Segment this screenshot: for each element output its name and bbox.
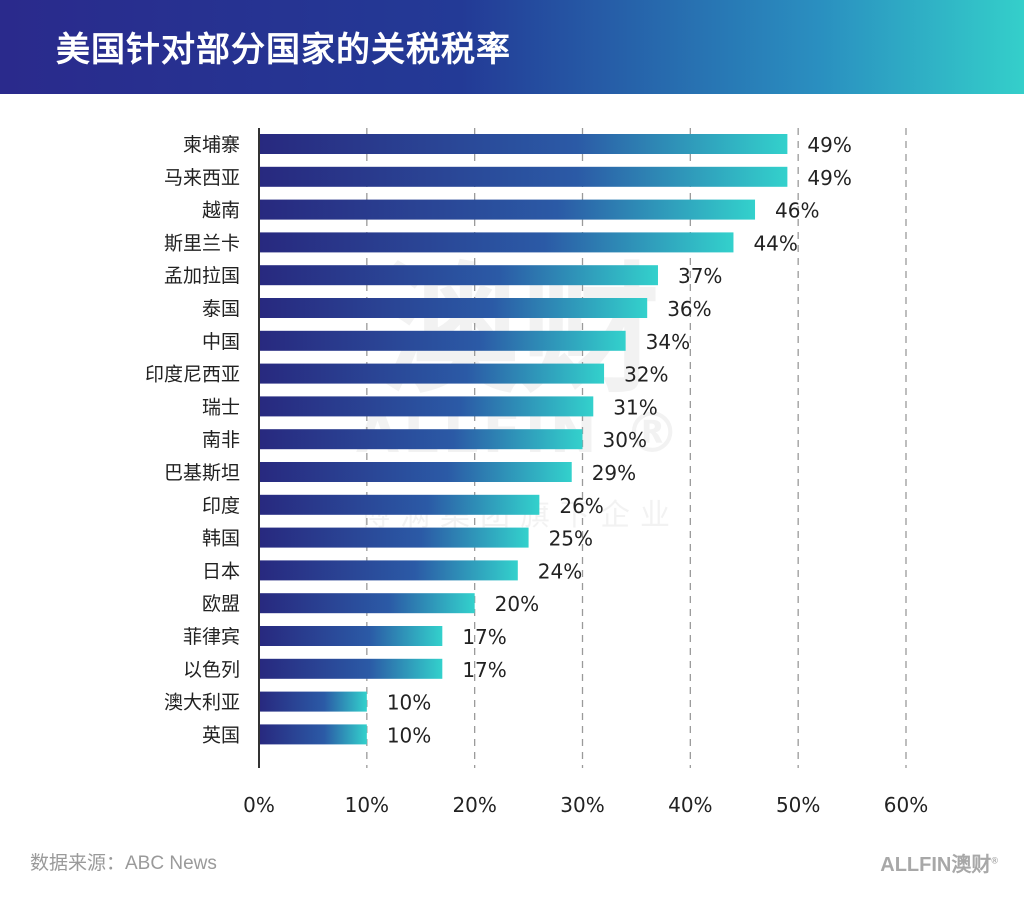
bars (260, 134, 788, 745)
value-label: 44% (753, 231, 797, 255)
value-label: 34% (646, 330, 690, 354)
category-label: 巴基斯坦 (164, 462, 240, 484)
value-label: 49% (807, 166, 851, 190)
x-axis-ticks: 0% 10% 20% 30% 40% 50% 60% (243, 793, 928, 817)
value-label: 25% (549, 527, 593, 551)
value-label: 29% (592, 461, 636, 485)
bar (260, 691, 367, 712)
value-label: 10% (387, 691, 431, 715)
x-tick-label: 60% (884, 793, 928, 817)
value-label: 17% (462, 625, 506, 649)
value-labels: 49% 49% 46% 44% 37% 36% 34% 32% 31% 30% 29% 26% 25% 2… (387, 133, 852, 747)
value-label: 10% (387, 723, 431, 747)
bar (260, 298, 648, 318)
category-label: 澳大利亚 (164, 692, 240, 714)
bar (260, 527, 529, 548)
value-label: 46% (775, 199, 819, 223)
bar (260, 462, 572, 482)
bar (260, 265, 658, 286)
bar (260, 593, 475, 614)
x-tick-label: 0% (243, 793, 275, 817)
category-label: 韩国 (202, 528, 240, 550)
value-label: 37% (678, 264, 722, 288)
value-label: 20% (495, 592, 539, 616)
category-labels: 柬埔寨马来西亚越南斯里兰卡孟加拉国泰国中国印度尼西亚瑞士南非巴基斯坦印度韩国日本… (145, 134, 240, 746)
category-label: 孟加拉国 (164, 265, 240, 287)
value-label: 26% (559, 494, 603, 518)
bar (260, 166, 788, 187)
chart-title: 美国针对部分国家的关税税率 (56, 30, 511, 70)
value-label: 49% (807, 133, 851, 157)
bar (260, 396, 594, 417)
bar (260, 560, 518, 581)
value-label: 31% (613, 395, 657, 419)
category-label: 中国 (202, 331, 240, 353)
bar (260, 199, 756, 220)
category-label: 菲律宾 (183, 626, 240, 648)
category-label: 柬埔寨 (183, 134, 240, 156)
bar (260, 658, 443, 679)
bar (260, 363, 605, 384)
x-tick-label: 40% (668, 793, 712, 817)
bar (260, 494, 540, 515)
category-label: 印度 (202, 495, 240, 517)
x-tick-label: 50% (776, 793, 820, 817)
category-label: 印度尼西亚 (145, 364, 240, 386)
category-label: 以色列 (183, 659, 240, 681)
category-label: 南非 (202, 429, 240, 451)
category-label: 瑞士 (202, 396, 240, 418)
category-label: 泰国 (202, 298, 240, 320)
bar (260, 330, 626, 351)
bar (260, 134, 788, 154)
category-label: 英国 (202, 724, 240, 746)
data-source: 数据来源：ABC News (30, 853, 217, 874)
bar (260, 724, 367, 745)
value-label: 30% (603, 428, 647, 452)
value-label: 24% (538, 559, 582, 583)
bar (260, 429, 583, 450)
brand-logo: ALLFIN澳财® (880, 848, 998, 877)
bar (260, 626, 443, 646)
category-label: 斯里兰卡 (164, 232, 240, 254)
brand-logo-text: ALLFIN澳财 (880, 854, 992, 876)
value-label: 17% (462, 658, 506, 682)
category-label: 日本 (202, 560, 240, 582)
bar-chart: 柬埔寨马来西亚越南斯里兰卡孟加拉国泰国中国印度尼西亚瑞士南非巴基斯坦印度韩国日本… (145, 128, 928, 817)
registered-mark: ® (991, 855, 998, 866)
x-tick-label: 30% (560, 793, 604, 817)
x-tick-label: 10% (345, 793, 389, 817)
value-label: 32% (624, 363, 668, 387)
category-label: 越南 (202, 200, 240, 222)
category-label: 马来西亚 (164, 167, 240, 189)
value-label: 36% (667, 297, 711, 321)
category-label: 欧盟 (202, 593, 240, 615)
x-tick-label: 20% (452, 793, 496, 817)
bar (260, 232, 734, 253)
header-banner: 美国针对部分国家的关税税率 (0, 0, 1024, 94)
